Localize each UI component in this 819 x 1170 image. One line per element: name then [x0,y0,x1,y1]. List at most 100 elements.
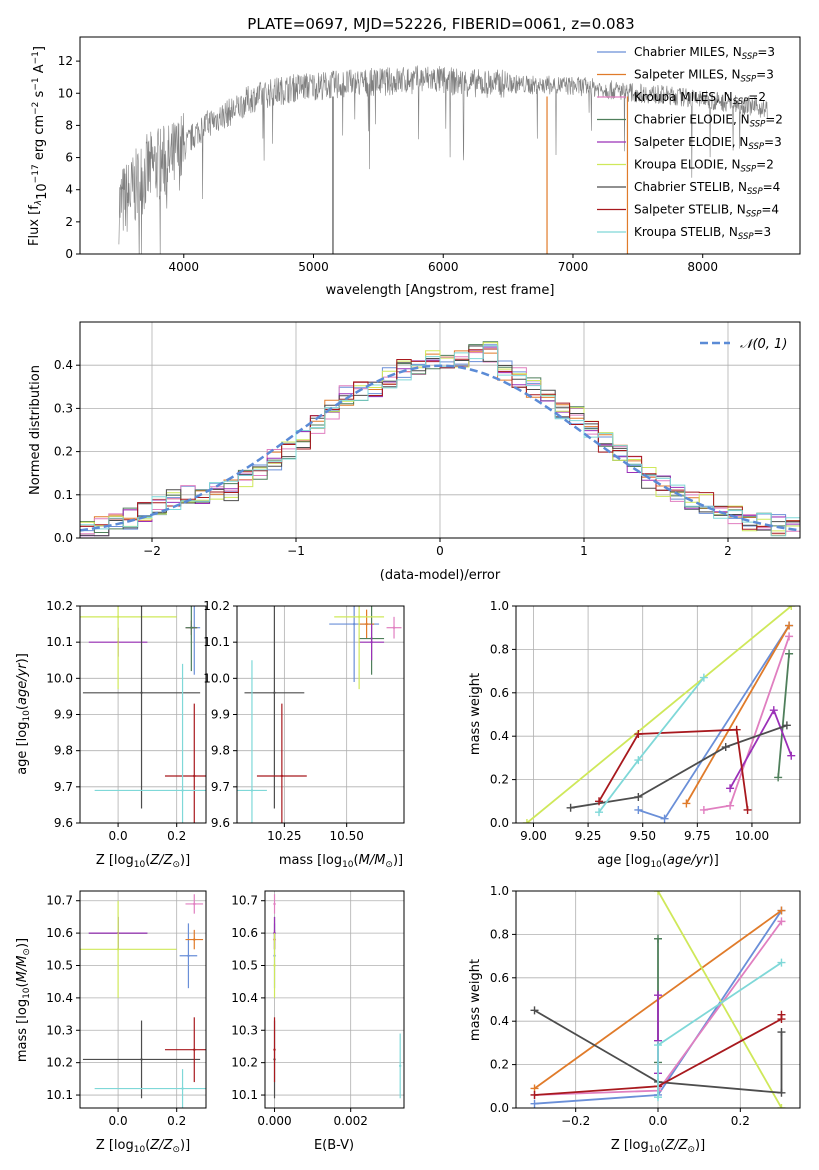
weight-marker [634,730,643,739]
label-part: −2 [31,102,41,115]
chart-mass-vs-Z: 0.0 0.2 10.1 10.2 10.3 10.4 10.5 10.6 10.7 Z [log… [15,890,207,1155]
weight-marker [785,621,794,630]
weight-marker [654,934,662,943]
data-point [273,902,276,906]
x-tick-label: −2 [143,544,161,558]
x-tick-label: 7000 [558,260,589,274]
y-tick-label: 9.7 [211,780,230,794]
y-tick-label: 10.1 [231,1088,258,1102]
y-tick-label: 6 [65,151,73,165]
chart-age-vs-Z: 0.0 0.29.69.79.89.910.010.110.2Z [log10(Z… [15,599,207,870]
data-point [116,615,120,619]
label-part: Z [log [611,1138,649,1153]
legend-subscript: SSP [748,142,764,152]
legend-text: =3 [756,68,774,82]
weight-line [570,724,788,809]
data-spectrum-line [118,65,768,254]
axes-frame [79,890,207,1109]
label-part: −1 [31,77,41,90]
x-axis-label: Z [log10(Z/Z⊙)] [96,1138,190,1155]
data-point [392,626,396,629]
data-point [181,789,184,792]
data-point [398,1064,402,1068]
legend-text: Chabrier MILES, N [634,45,742,59]
label-part: Z [log [96,853,134,868]
legend-subscript: SSP [746,210,762,220]
plot-area [80,606,206,823]
x-tick-label: 9.75 [684,829,711,843]
label-part: age/yr [667,853,710,868]
label-part: ⊙ [687,1145,695,1155]
label-part: 10 [650,860,662,870]
data-point [273,1048,276,1051]
weight-marker [660,814,669,823]
y-tick-label: 1.0 [490,884,509,898]
y-tick-label: 10.6 [46,926,73,940]
legend-text: =4 [763,180,781,194]
y-tick-label: 10.5 [231,958,258,972]
x-tick-label: 0.2 [167,829,186,843]
legend-text: =3 [757,45,775,59]
weight-line [657,891,783,1108]
y-tick-label: 0.4 [490,1014,509,1028]
data-point [140,691,143,694]
y-tick-label: 10 [58,86,73,100]
x-tick-label: 0.002 [334,1114,368,1128]
label-part: 10 [134,1145,146,1155]
y-tick-label: 0.4 [54,358,73,372]
plot-area [522,606,796,823]
label-part: 10 [649,1145,661,1155]
label-part: )] [393,853,403,868]
axes-frame [79,36,801,255]
y-tick-label: 1.0 [490,599,509,613]
y-tick-label: 9.8 [54,744,73,758]
weight-marker [769,706,778,715]
label-part: 10 [22,987,32,999]
label-part: erg cm [32,115,47,164]
weight-marker [699,805,708,814]
label-part: )] [180,1138,190,1153]
label-part: Z/Z [664,1138,688,1153]
legend-text: =3 [754,225,772,239]
y-tick-label: 10.0 [46,671,73,685]
legend-text: =2 [756,158,774,172]
weight-marker [654,1041,662,1050]
data-point [280,774,284,778]
data-point [193,774,196,778]
y-tick-label: 9.7 [54,780,73,794]
y-tick-label: 10.2 [46,599,73,613]
weight-marker [721,743,730,752]
weight-marker [782,721,791,730]
label-part: mass [log [15,999,30,1062]
y-tick-label: 0.0 [490,1101,509,1115]
legend-subscript: SSP [750,120,766,130]
weight-marker [777,1010,786,1019]
label-part: age/yr [15,662,30,705]
y-tick-label: 0.2 [490,1058,509,1072]
weight-marker [777,958,786,967]
weight-line [526,606,792,823]
weight-marker [530,1099,539,1108]
y-tick-label: 10.1 [46,635,73,649]
label-part: s [32,90,47,101]
data-point [357,615,361,619]
legend-entry: Salpeter ELODIE, NSSP=3 [634,135,782,152]
label-part: 10 [22,710,32,722]
figure-title: PLATE=0697, MJD=52226, FIBERID=0061, z=0… [247,15,634,33]
legend-subscript: SSP [741,75,757,85]
y-tick-label: 9.6 [211,816,230,830]
legend-text: =3 [764,135,782,149]
y-tick-label: 10.0 [203,671,230,685]
legend-subscript: SSP [733,97,749,107]
x-axis-label: E(B-V) [314,1138,354,1153]
legend-subscript: SSP [747,187,763,197]
label-part: Flux [f [27,205,42,246]
label-part: ( [662,853,667,868]
y-tick-label: 10.2 [203,599,230,613]
x-axis-label: mass [log10(M/M⊙)] [279,853,403,870]
plot-area [273,894,402,1099]
weight-marker [785,649,794,658]
label-part: ( [15,982,30,987]
legend-text: =2 [765,113,783,127]
